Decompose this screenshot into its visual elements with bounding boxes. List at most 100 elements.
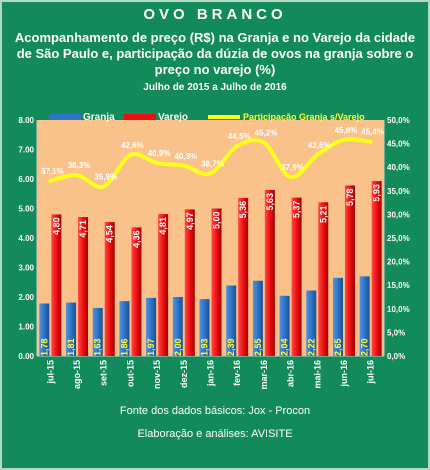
participacao-value-label: 35,9%	[94, 173, 117, 182]
granja-bar	[39, 303, 50, 356]
credit-note: Elaboração e análises: AVISITE	[137, 428, 293, 440]
granja-bar	[172, 297, 183, 356]
y-tick-label: 8.00	[18, 116, 34, 125]
x-tick-label: fev-16	[232, 360, 242, 386]
participacao-value-label: 38,7%	[201, 159, 224, 168]
varejo-bar	[291, 197, 302, 356]
granja-value-label: 1,81	[66, 338, 76, 356]
varejo-bar	[238, 197, 249, 356]
granja-value-label: 1,97	[146, 338, 156, 356]
granja-value-label: 2,04	[280, 338, 290, 356]
varejo-bar	[184, 209, 195, 356]
varejo-value-label: 4,97	[185, 212, 195, 230]
granja-value-label: 1,93	[200, 338, 210, 356]
x-tick-label: ago-15	[72, 360, 82, 389]
plot-area	[37, 120, 384, 356]
y2-tick-label: 45,0%	[387, 140, 410, 149]
x-tick-label: jul-15	[45, 360, 55, 385]
varejo-bar	[371, 181, 382, 356]
x-tick-label: mai-16	[312, 360, 322, 389]
granja-value-label: 1,63	[93, 338, 103, 356]
y2-tick-label: 30,0%	[387, 210, 410, 219]
y2-tick-label: 10,0%	[387, 305, 410, 314]
granja-bar	[306, 290, 317, 356]
participacao-value-label: 37,9%	[281, 163, 304, 172]
y-tick-label: 5.00	[18, 205, 34, 214]
participacao-value-label: 42,6%	[121, 141, 144, 150]
participacao-value-label: 42,6%	[308, 141, 331, 150]
varejo-value-label: 5,63	[265, 193, 275, 211]
y-tick-label: 1.00	[18, 323, 34, 332]
participacao-value-label: 45,4%	[361, 128, 384, 137]
participacao-value-label: 38,3%	[68, 161, 91, 170]
varejo-bar	[318, 202, 329, 356]
y2-tick-label: 0,0%	[387, 352, 405, 361]
varejo-bar	[344, 185, 355, 356]
varejo-bar	[158, 214, 169, 356]
varejo-value-label: 5,37	[292, 201, 302, 219]
granja-bar	[359, 276, 370, 356]
legend-granja-swatch	[49, 114, 81, 120]
participacao-value-label: 40,9%	[148, 149, 171, 158]
y-tick-label: 3.00	[18, 264, 34, 273]
varejo-bar	[211, 208, 222, 356]
legend-varejo-label: Varejo	[158, 112, 188, 123]
x-tick-label: out-15	[125, 360, 135, 387]
x-tick-label: nov-15	[152, 360, 162, 389]
y2-tick-label: 35,0%	[387, 187, 410, 196]
y2-tick-label: 20,0%	[387, 258, 410, 267]
varejo-bar	[131, 227, 142, 356]
granja-value-label: 1,86	[119, 338, 129, 356]
y2-tick-label: 5,0%	[387, 328, 405, 337]
y2-tick-label: 25,0%	[387, 234, 410, 243]
varejo-value-label: 5,36	[238, 201, 248, 219]
varejo-value-label: 4,71	[78, 220, 88, 238]
participacao-line	[48, 137, 373, 190]
y-tick-label: 6.00	[18, 175, 34, 184]
x-tick-label: abr-16	[286, 360, 296, 387]
varejo-value-label: 5,78	[345, 188, 355, 206]
granja-value-label: 2,55	[253, 338, 263, 356]
x-tick-label: jul-16	[366, 360, 376, 385]
legend-participacao-label: Participação Granja s/Varejo	[243, 112, 365, 122]
source-note: Fonte dos dados básicos: Jox - Procon	[119, 405, 311, 417]
x-tick-label: set-15	[99, 360, 109, 386]
varejo-value-label: 4,36	[131, 230, 141, 248]
participacao-value-label: 45,2%	[255, 129, 278, 138]
chart-subtitle: Acompanhamento de preço (R$) na Granja e…	[14, 30, 416, 77]
chart-period: Julho de 2015 a Julho de 2016	[143, 82, 287, 93]
granja-value-label: 2,00	[173, 338, 183, 356]
granja-bar	[119, 301, 130, 356]
varejo-value-label: 4,81	[158, 217, 168, 235]
granja-value-label: 2,39	[226, 338, 236, 356]
y2-tick-label: 40,0%	[387, 163, 410, 172]
participacao-value-label: 45,8%	[335, 126, 358, 135]
varejo-bar	[78, 217, 89, 356]
granja-value-label: 2,70	[360, 338, 370, 356]
legend-varejo-swatch	[124, 114, 156, 120]
granja-value-label: 2,65	[333, 338, 343, 356]
varejo-value-label: 4,54	[105, 225, 115, 243]
x-tick-label: dez-15	[179, 360, 189, 388]
granja-bar	[199, 299, 210, 356]
y-tick-label: 7.00	[18, 146, 34, 155]
varejo-value-label: 5,00	[212, 212, 222, 230]
varejo-value-label: 5,93	[372, 184, 382, 202]
x-tick-label: mar-16	[259, 360, 269, 390]
participacao-value-label: 40,3%	[174, 152, 197, 161]
granja-bar	[226, 285, 237, 356]
chart-title: OVO BRANCO	[143, 6, 287, 23]
varejo-value-label: 4,80	[51, 217, 61, 235]
price-chart: 0.00 1.00 2.00 3.00 4.00 5.00 6.00 7.00 8.00 0,0%…	[18, 112, 410, 390]
x-tick-label: jun-16	[339, 360, 349, 388]
varejo-value-label: 5,21	[318, 205, 328, 223]
granja-bar	[332, 277, 343, 356]
varejo-bar	[264, 189, 275, 356]
legend-granja-label: Granja	[83, 112, 115, 123]
granja-bar	[92, 307, 103, 356]
granja-bar	[66, 302, 77, 356]
varejo-bar	[104, 222, 115, 356]
x-tick-label: jan-16	[206, 360, 216, 387]
y-tick-label: 4.00	[18, 234, 34, 243]
